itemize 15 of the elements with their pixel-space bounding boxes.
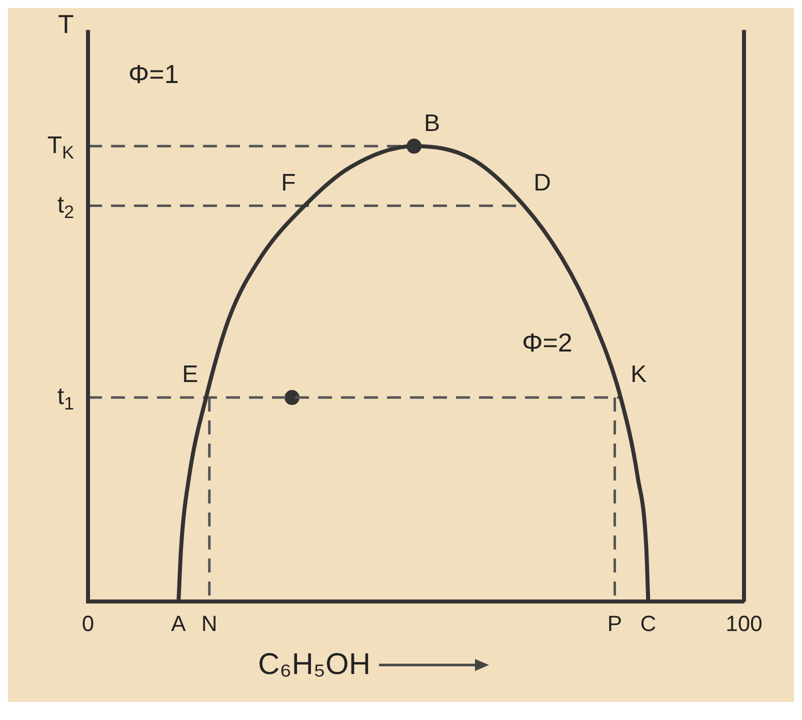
x-tick-label: C: [640, 610, 656, 636]
annotation: B: [424, 110, 440, 137]
y-axis-title: T: [58, 9, 74, 40]
x-tick-label: A: [171, 610, 186, 636]
x-tick-label: 0: [82, 610, 94, 636]
x-tick-label: P: [607, 610, 622, 636]
annotation: F: [281, 169, 296, 196]
annotation: D: [534, 169, 551, 196]
x-axis-title: C₆H₅OH: [258, 648, 371, 682]
text: Φ=1: [128, 58, 179, 89]
x-tick-label: 100: [726, 610, 762, 636]
annotation: Φ=2: [522, 328, 572, 358]
annotation: K: [630, 361, 647, 388]
annotation: E: [182, 361, 198, 388]
x-tick-label: N: [201, 610, 218, 636]
